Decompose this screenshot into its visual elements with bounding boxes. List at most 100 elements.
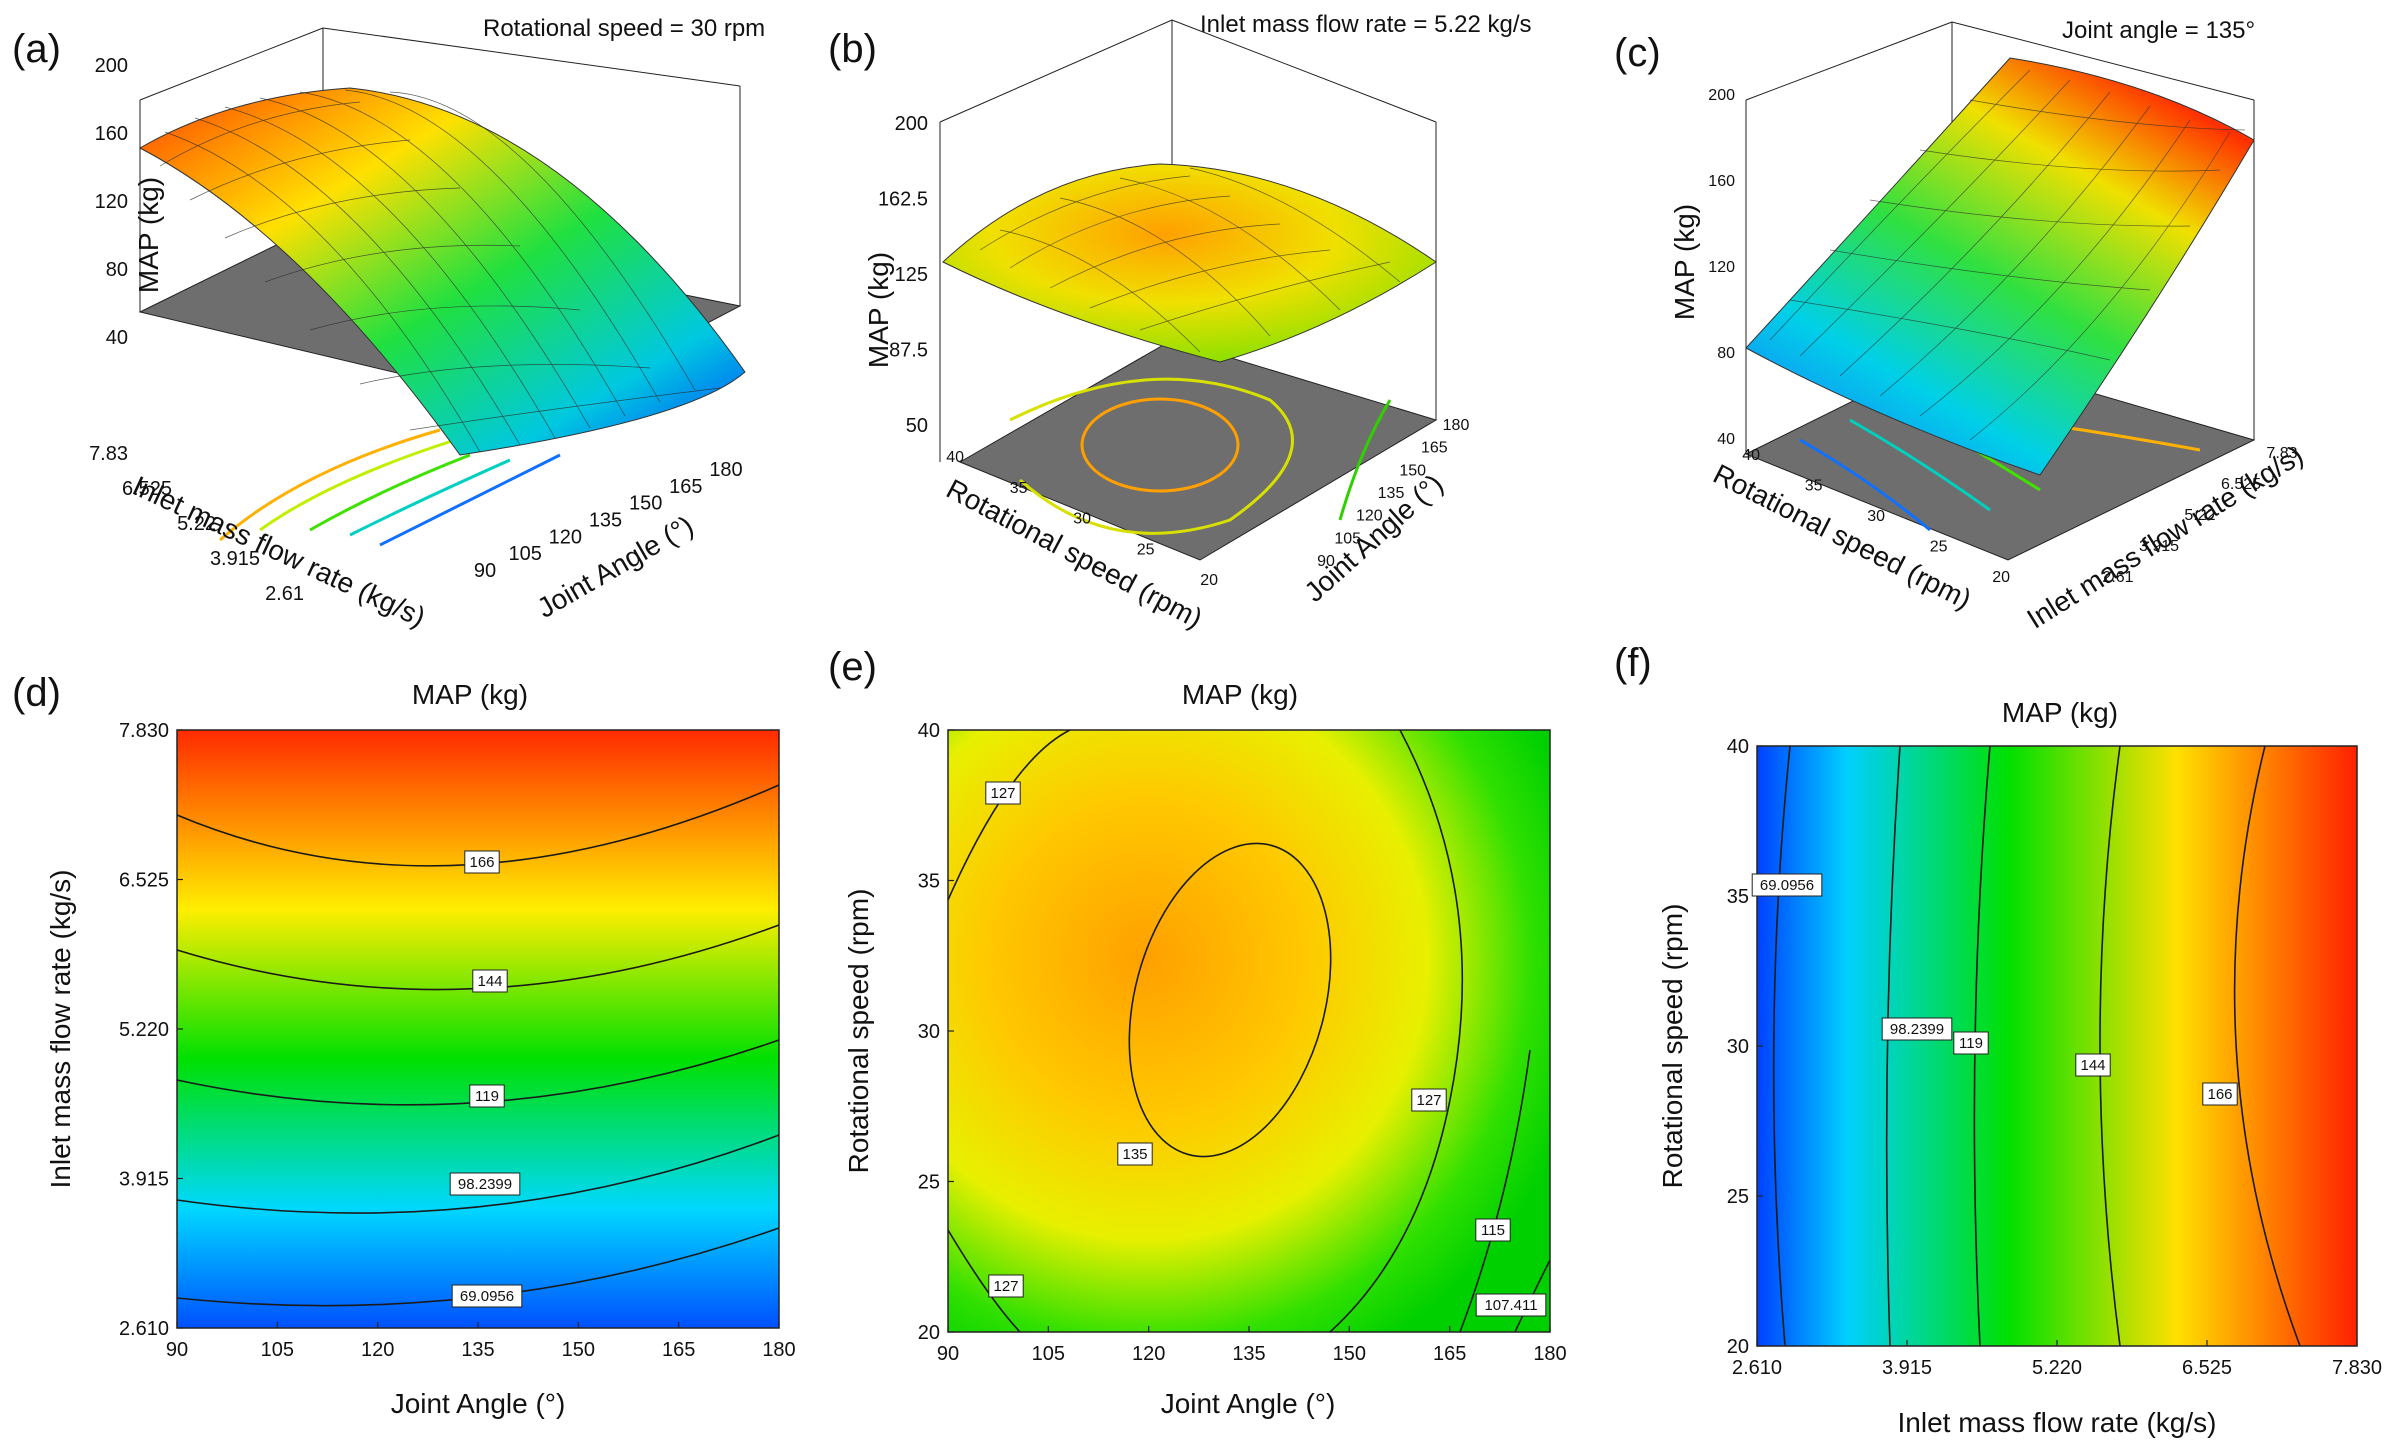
panel-e-contour-labels: 127 135 127 127 115 107.411 bbox=[985, 781, 1547, 1317]
panel-a-ytick-label: 2.61 bbox=[265, 583, 304, 605]
panel-d-xtick-label: 90 bbox=[166, 1339, 188, 1361]
panel-f-xticks: 2.610 3.915 5.220 6.525 7.830 bbox=[1732, 1340, 2382, 1379]
panel-f-contour-label-box bbox=[2202, 1082, 2238, 1106]
panel-label-d: (d) bbox=[12, 671, 61, 715]
panel-c-ytick-label: 25 bbox=[1930, 539, 1948, 556]
panel-f-xtick-label: 7.830 bbox=[2332, 1357, 2382, 1379]
panel-e-contour-label-box bbox=[988, 1274, 1024, 1298]
panel-e-contour-label: 127 bbox=[990, 785, 1015, 802]
panel-d-contour-label-box bbox=[449, 1172, 521, 1196]
panel-c-ytick-label: 35 bbox=[1805, 478, 1823, 495]
panel-d-contour-labels: 166 144 119 98.2399 69.0956 bbox=[449, 850, 523, 1308]
panel-f-contour-label-box bbox=[1751, 873, 1823, 897]
panel-e-contour-label-box bbox=[1117, 1142, 1153, 1166]
panel-f-xtick-label: 3.915 bbox=[1882, 1357, 1932, 1379]
panel-label-c: (c) bbox=[1614, 31, 1661, 75]
panel-label-b: (b) bbox=[828, 27, 877, 71]
panel-c-ztick-label: 200 bbox=[1708, 87, 1735, 104]
panel-b-xlabel: Joint Angle (°) bbox=[1298, 468, 1449, 608]
panel-b-3d: MAP (kg) 50 87.5 125 162.5 200 20 25 30 35 40 90… bbox=[863, 19, 1469, 634]
panel-f-xtick-label: 6.525 bbox=[2182, 1357, 2232, 1379]
panel-c-ztick-label: 40 bbox=[1717, 431, 1735, 448]
panel-b-ytick-label: 30 bbox=[1073, 511, 1091, 528]
panel-c-ztick-label: 160 bbox=[1708, 173, 1735, 190]
panel-c-ztick-label: 80 bbox=[1717, 345, 1735, 362]
panel-e-heatmap bbox=[948, 730, 1550, 1332]
panel-e-xtick-label: 120 bbox=[1132, 1343, 1165, 1365]
panel-d-xtick-label: 120 bbox=[361, 1339, 394, 1361]
panel-d-xtick-label: 105 bbox=[261, 1339, 294, 1361]
panel-f-contour-lines bbox=[1772, 745, 2301, 1347]
panel-f-yticks: 20 25 30 35 40 bbox=[1727, 736, 1763, 1358]
panel-f-ytick-label: 30 bbox=[1727, 1036, 1749, 1058]
panel-d-ylabel: Inlet mass flow rate (kg/s) bbox=[45, 870, 76, 1189]
panel-b-ztick-label: 125 bbox=[895, 264, 928, 286]
panel-f-contour-label: 144 bbox=[2080, 1057, 2105, 1074]
panel-f-contour: Rotational speed (rpm) Inlet mass flow r… bbox=[1657, 736, 2382, 1438]
panel-a-zlabel: MAP (kg) bbox=[133, 177, 164, 293]
panel-d-yticks: 2.610 3.915 5.220 6.525 7.830 bbox=[119, 720, 183, 1340]
panel-a-ztick-label: 40 bbox=[106, 327, 128, 349]
panel-a-xtick-label: 150 bbox=[629, 493, 662, 515]
panel-e-ytick-label: 40 bbox=[918, 720, 940, 742]
panel-e-xticks: 90 105 120 135 150 165 180 bbox=[937, 1326, 1567, 1365]
panel-d-ytick-label: 3.915 bbox=[119, 1169, 169, 1191]
panel-c-ztick-label: 120 bbox=[1708, 259, 1735, 276]
panel-d-ytick-label: 5.220 bbox=[119, 1019, 169, 1041]
panel-f-xtick-label: 2.610 bbox=[1732, 1357, 1782, 1379]
panel-e-contour-label-box bbox=[1475, 1293, 1547, 1317]
panel-e-xtick-label: 135 bbox=[1232, 1343, 1265, 1365]
panel-d-xlabel: Joint Angle (°) bbox=[391, 1388, 566, 1419]
panel-a-xtick-label: 90 bbox=[474, 560, 496, 582]
panel-f-heatmap bbox=[1757, 746, 2357, 1346]
panel-c-ytick-label: 40 bbox=[1742, 447, 1760, 464]
panel-e-yticks: 20 25 30 35 40 bbox=[918, 720, 954, 1344]
panel-b-ytick-label: 25 bbox=[1137, 541, 1155, 558]
panel-e-title: MAP (kg) bbox=[1182, 679, 1298, 710]
panel-e-xtick-label: 105 bbox=[1032, 1343, 1065, 1365]
panel-d-heatmap bbox=[177, 730, 779, 1328]
panel-b-xtick-label: 135 bbox=[1378, 485, 1405, 502]
panel-c-xtick-label: 5.22 bbox=[2184, 507, 2215, 524]
panel-c-ytick-label: 20 bbox=[1992, 569, 2010, 586]
panel-c-zticks: 40 80 120 160 200 bbox=[1708, 87, 1735, 448]
panel-f-ytick-label: 25 bbox=[1727, 1186, 1749, 1208]
panel-a-xtick-label: 105 bbox=[508, 543, 541, 565]
panel-d-xticks: 90 105 120 135 150 165 180 bbox=[166, 1322, 796, 1361]
panel-d-xtick-label: 165 bbox=[662, 1339, 695, 1361]
panel-c-ytick-label: 30 bbox=[1867, 508, 1885, 525]
panel-d-contour-label: 119 bbox=[475, 1088, 499, 1105]
panel-f-contour-label: 166 bbox=[2207, 1086, 2232, 1103]
panel-e-xtick-label: 165 bbox=[1433, 1343, 1466, 1365]
panel-c-xtick-label: 7.83 bbox=[2266, 445, 2297, 462]
panel-f-ytick-label: 20 bbox=[1727, 1336, 1749, 1358]
panel-a-ytick-label: 7.83 bbox=[89, 443, 128, 465]
panel-f-xlabel: Inlet mass flow rate (kg/s) bbox=[1898, 1407, 2217, 1438]
panel-c-xtick-label: 6.525 bbox=[2221, 476, 2261, 493]
panel-label-f: (f) bbox=[1614, 641, 1652, 685]
panel-d-ytick-label: 7.830 bbox=[119, 720, 169, 742]
panel-c-title: Joint angle = 135° bbox=[2062, 17, 2255, 44]
panel-b-xticks: 90 105 120 135 150 165 180 bbox=[1317, 417, 1469, 570]
panel-b-zlabel: MAP (kg) bbox=[863, 252, 894, 368]
panel-c-yticks: 20 25 30 35 40 bbox=[1742, 447, 2010, 586]
panel-c-zlabel: MAP (kg) bbox=[1669, 204, 1700, 320]
panel-e-contour: Rotational speed (rpm) Joint Angle (°) 9… bbox=[843, 720, 1567, 1419]
panel-a-ylabel: Inlet mass flow rate (kg/s) bbox=[128, 470, 430, 633]
panel-b-xtick-label: 180 bbox=[1443, 417, 1470, 434]
panel-e-contour-label: 127 bbox=[993, 1278, 1018, 1295]
panel-e-ytick-label: 30 bbox=[918, 1021, 940, 1043]
panel-d-xtick-label: 135 bbox=[461, 1339, 494, 1361]
panel-d-contour-label-box bbox=[464, 850, 500, 874]
panel-b-ytick-label: 20 bbox=[1200, 572, 1218, 589]
panel-d-ytick-label: 6.525 bbox=[119, 870, 169, 892]
panel-c-xticks: 2.61 3.915 5.22 6.525 7.83 bbox=[2102, 445, 2297, 586]
panel-c-xtick-label: 2.61 bbox=[2102, 569, 2133, 586]
panel-f-contour-label: 69.0956 bbox=[1760, 877, 1814, 894]
panel-e-xtick-label: 90 bbox=[937, 1343, 959, 1365]
panel-f-contour-label-box bbox=[1953, 1031, 1989, 1055]
panel-f-contour-label: 98.2399 bbox=[1890, 1021, 1944, 1038]
panel-d-contour-label: 98.2399 bbox=[458, 1176, 512, 1193]
panel-b-xtick-label: 150 bbox=[1399, 462, 1426, 479]
